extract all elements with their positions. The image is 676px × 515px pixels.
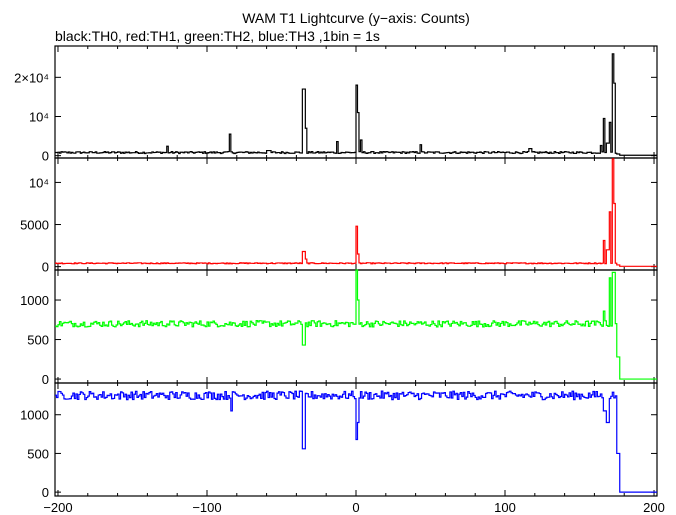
panel-th1: 0 5000 10⁴ bbox=[20, 157, 658, 275]
panel-th3: 0 500 1000 bbox=[20, 382, 658, 500]
y-tick-label: 1000 bbox=[20, 293, 49, 308]
y-tick-label: 0 bbox=[42, 260, 49, 275]
x-tick-label: 100 bbox=[494, 500, 516, 515]
panel-th0: 0 10⁴ 2×10⁴ bbox=[14, 45, 658, 164]
y-tick-label: 1000 bbox=[20, 408, 49, 423]
x-tick-label: −200 bbox=[43, 500, 72, 515]
panel-th2: 0 500 1000 bbox=[20, 269, 658, 387]
chart-title: WAM T1 Lightcurve (y−axis: Counts) bbox=[242, 10, 470, 26]
y-tick-label: 10⁴ bbox=[29, 109, 49, 124]
x-tick-label: 200 bbox=[643, 500, 665, 515]
y-tick-label: 0 bbox=[42, 149, 49, 164]
y-tick-label: 2×10⁴ bbox=[14, 70, 49, 85]
y-tick-label: 5000 bbox=[20, 218, 49, 233]
y-tick-label: 0 bbox=[42, 372, 49, 387]
x-tick-label: 0 bbox=[352, 500, 359, 515]
y-tick-label: 500 bbox=[27, 446, 49, 461]
chart-subtitle: black:TH0, red:TH1, green:TH2, blue:TH3 … bbox=[55, 28, 380, 44]
y-tick-label: 10⁴ bbox=[29, 175, 49, 190]
series-line-th1 bbox=[55, 158, 657, 267]
y-tick-label: 0 bbox=[42, 485, 49, 500]
y-tick-label: 500 bbox=[27, 333, 49, 348]
x-tick-label: −100 bbox=[192, 500, 221, 515]
series-line-th0 bbox=[55, 53, 657, 156]
series-line-th2 bbox=[55, 269, 657, 380]
series-line-th3 bbox=[55, 390, 657, 493]
